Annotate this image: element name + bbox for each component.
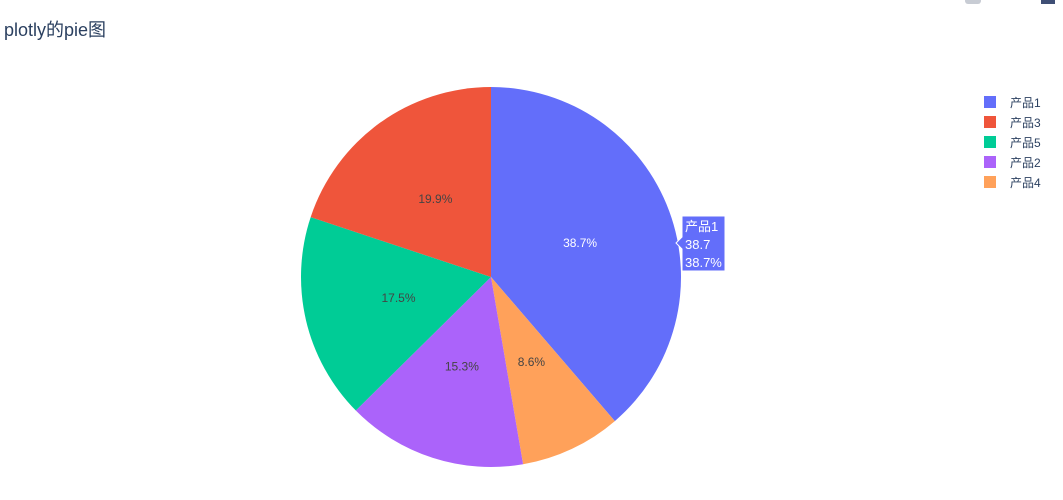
plotly-logo-icon[interactable]: [1041, 0, 1055, 4]
hover-label: 产品1: [685, 219, 718, 234]
hover-tooltip: 产品1 38.7 38.7%: [675, 215, 726, 272]
legend-label: 产品3: [1010, 116, 1041, 130]
legend-label: 产品1: [1010, 96, 1041, 110]
legend-label: 产品2: [1010, 156, 1041, 170]
pie-slice-5[interactable]: [491, 277, 615, 465]
legend-swatch: [984, 116, 996, 128]
pie-slice-3[interactable]: [300, 217, 491, 411]
legend-swatch: [984, 176, 996, 188]
slice-percent-label-4: 15.3%: [445, 360, 479, 374]
pie-slice-4[interactable]: [355, 277, 524, 467]
slice-percent-label-5: 8.6%: [518, 355, 546, 369]
legend-swatch: [984, 136, 996, 148]
legend-item-2[interactable]: 产品3: [984, 116, 1041, 130]
legend-label: 产品4: [1010, 176, 1041, 190]
hover-box: [675, 215, 726, 272]
legend-swatch: [984, 96, 996, 108]
slice-percent-label-2: 19.9%: [418, 192, 452, 206]
slice-percent-label-3: 17.5%: [381, 291, 415, 305]
legend-item-4[interactable]: 产品2: [984, 156, 1041, 170]
slice-percent-label-1: 38.7%: [563, 236, 597, 250]
legend-label: 产品5: [1010, 136, 1041, 150]
legend-swatch: [984, 156, 996, 168]
camera-icon[interactable]: [965, 0, 981, 4]
modebar[interactable]: [965, 0, 1055, 4]
hover-percent: 38.7%: [685, 255, 722, 270]
pie-slice-1[interactable]: [491, 86, 682, 422]
legend-item-1[interactable]: 产品1: [984, 96, 1041, 110]
pie-slice-2[interactable]: [310, 87, 491, 277]
chart-title: plotly的pie图: [4, 20, 107, 40]
legend-item-3[interactable]: 产品5: [984, 136, 1041, 150]
legend-item-5[interactable]: 产品4: [984, 176, 1041, 190]
hover-value: 38.7: [685, 237, 710, 252]
